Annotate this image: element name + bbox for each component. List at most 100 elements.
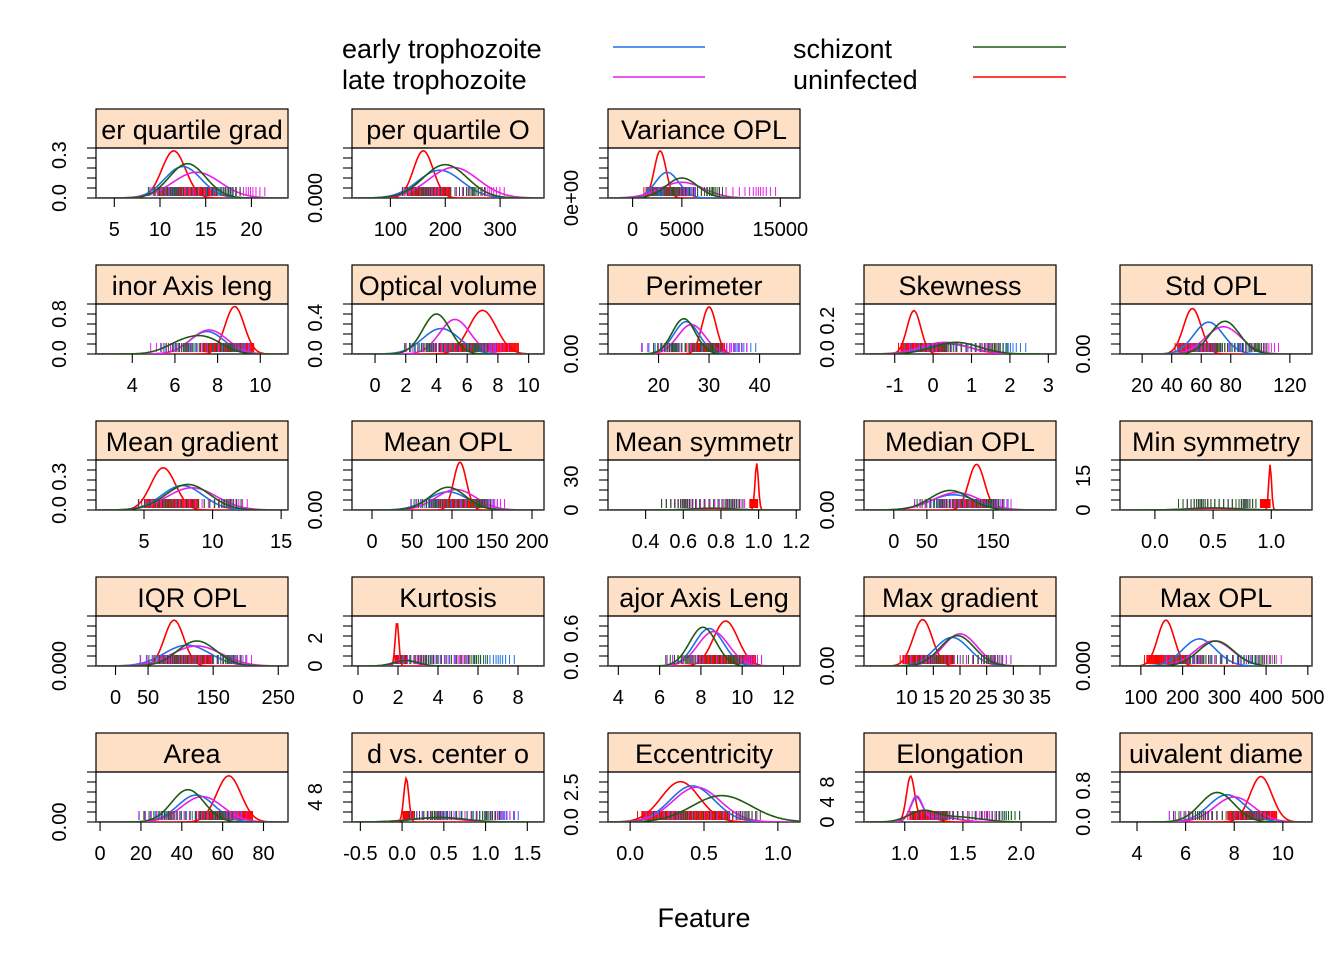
- rug-schizont: [652, 811, 761, 820]
- panel-title: Mean symmetr: [615, 427, 794, 457]
- panel-plot-area: [95, 615, 289, 667]
- y-axis: 48: [305, 771, 352, 823]
- density-curve-uninfected: [1120, 464, 1312, 510]
- density-curves: [352, 623, 544, 666]
- x-tick-label: 15: [270, 531, 292, 553]
- panel-max-opl: Max OPL 100 200 300 400 500 0.000: [1073, 576, 1325, 709]
- panel-variance-opl: Variance OPL 0 5000 15000 0e+00: [561, 108, 808, 241]
- density-curve-schizont: [864, 489, 1056, 510]
- density-curve-schizont: [608, 794, 800, 822]
- y-tick-label: 0.00: [817, 491, 839, 530]
- x-tick-label: 5: [138, 531, 149, 553]
- density-curve-early-trophozoite: [1120, 793, 1312, 822]
- y-tick-label: 0.2: [817, 307, 839, 335]
- density-curve-schizont: [1120, 507, 1312, 510]
- y-axis: 0.00: [49, 771, 96, 842]
- panel-min-symmetry: Min symmetry 0.0 0.5 1.0 0 15: [1073, 420, 1313, 553]
- panel-title: Kurtosis: [399, 583, 497, 613]
- y-tick-label: 15: [1073, 465, 1095, 487]
- x-tick-label: -0.5: [343, 843, 377, 865]
- y-axis: 0.00.6: [561, 615, 608, 680]
- y-tick-label: 0.8: [1073, 772, 1095, 800]
- y-tick-label: 4: [817, 796, 839, 807]
- y-axis: 0 30: [561, 459, 608, 516]
- x-tick-label: 25: [976, 687, 998, 709]
- panel-strip: [95, 732, 289, 773]
- x-tick-label: 20: [130, 843, 152, 865]
- density-curve-uninfected: [1120, 775, 1312, 822]
- x-tick-label: 50: [401, 531, 423, 553]
- density-curve-uninfected: [864, 618, 1056, 666]
- x-tick-label: 60: [1190, 375, 1212, 397]
- x-axis: -1 0 1 2 3: [886, 354, 1054, 397]
- y-tick-label: 0.0: [561, 652, 583, 680]
- panel-strip: [95, 420, 289, 461]
- y-tick-label: 0.3: [49, 141, 71, 169]
- y-tick-label: 0.8: [49, 300, 71, 328]
- panel-plot-area: [1119, 459, 1313, 511]
- y-axis: 0 4 8: [817, 771, 864, 828]
- x-tick-label: 5000: [660, 219, 705, 241]
- density-curve-schizont: [608, 626, 800, 666]
- density-curves: [1120, 307, 1312, 354]
- density-curve-schizont: [608, 177, 800, 198]
- x-axis: 0 5000 15000: [627, 198, 808, 241]
- x-tick-label: -1: [886, 375, 904, 397]
- x-tick-label: 80: [252, 843, 274, 865]
- legend-label-early-trophozoite: early trophozoite: [342, 34, 542, 64]
- x-tick-label: 15: [922, 687, 944, 709]
- x-tick-label: 0: [928, 375, 939, 397]
- x-tick-label: 1.0: [764, 843, 792, 865]
- x-tick-label: 300: [1208, 687, 1241, 709]
- x-tick-label: 10: [731, 687, 753, 709]
- y-tick-label: 0: [817, 816, 839, 827]
- x-tick-label: 6: [472, 687, 483, 709]
- x-tick-label: 6: [654, 687, 665, 709]
- x-axis: 4 6 8 10 12: [613, 666, 795, 709]
- rug-band: [645, 187, 687, 196]
- y-tick-label: 0.00: [817, 647, 839, 686]
- rug-uninfected: [1259, 499, 1271, 508]
- y-tick-label: 0.0: [1073, 808, 1095, 836]
- density-curve-late-trophozoite: [864, 795, 1056, 822]
- x-tick-label: 400: [1249, 687, 1282, 709]
- x-tick-label: 1.2: [782, 531, 810, 553]
- y-tick-label: 0.4: [305, 304, 327, 332]
- density-curve-uninfected: [1120, 307, 1312, 354]
- density-curves: [1120, 464, 1312, 510]
- density-curve-schizont: [608, 317, 800, 354]
- panel-title: er quartile grad: [101, 115, 283, 145]
- density-curves: [608, 150, 800, 198]
- density-curve-schizont: [864, 809, 1056, 822]
- panel-max-gradient: Max gradient 10 15 20 25 30 35 0.00: [817, 576, 1057, 709]
- density-curve-schizont: [352, 313, 544, 354]
- panel-plot-area: [1119, 771, 1313, 823]
- panel-std-opl: Std OPL 20 40 60 80 120 0.00: [1073, 264, 1313, 397]
- x-axis: 0 2 4 6 8 10: [369, 354, 540, 397]
- panel-strip: [351, 576, 545, 617]
- density-curve-late-trophozoite: [1120, 796, 1312, 822]
- rug-schizont: [400, 655, 488, 664]
- y-axis: 0.00.4: [305, 303, 352, 368]
- x-tick-label: 50: [137, 687, 159, 709]
- x-axis: 0 2 4 6 8: [352, 666, 524, 709]
- x-tick-label: 30: [698, 375, 720, 397]
- x-axis: 0 50 150: [888, 510, 1010, 553]
- density-curves: [96, 775, 288, 822]
- y-axis: 0 15: [1073, 459, 1120, 516]
- panel-plot-area: [863, 303, 1057, 355]
- density-curve-schizont: [1120, 640, 1312, 666]
- y-tick-label: 0.00: [49, 803, 71, 842]
- density-curve-late-trophozoite: [608, 786, 800, 822]
- density-curve-uninfected: [96, 775, 288, 822]
- panel-strip: [607, 264, 801, 305]
- y-tick-label: 0e+00: [561, 170, 583, 226]
- panel-plot-area: [863, 771, 1057, 823]
- panel-upper-quartile-gradient: er quartile grad 5 10 15 20 0.0 0.3: [49, 108, 289, 241]
- x-axis: 100 200 300: [374, 198, 517, 241]
- x-tick-label: 5: [109, 219, 120, 241]
- density-curve-schizont: [352, 486, 544, 510]
- x-tick-label: 10: [1272, 843, 1294, 865]
